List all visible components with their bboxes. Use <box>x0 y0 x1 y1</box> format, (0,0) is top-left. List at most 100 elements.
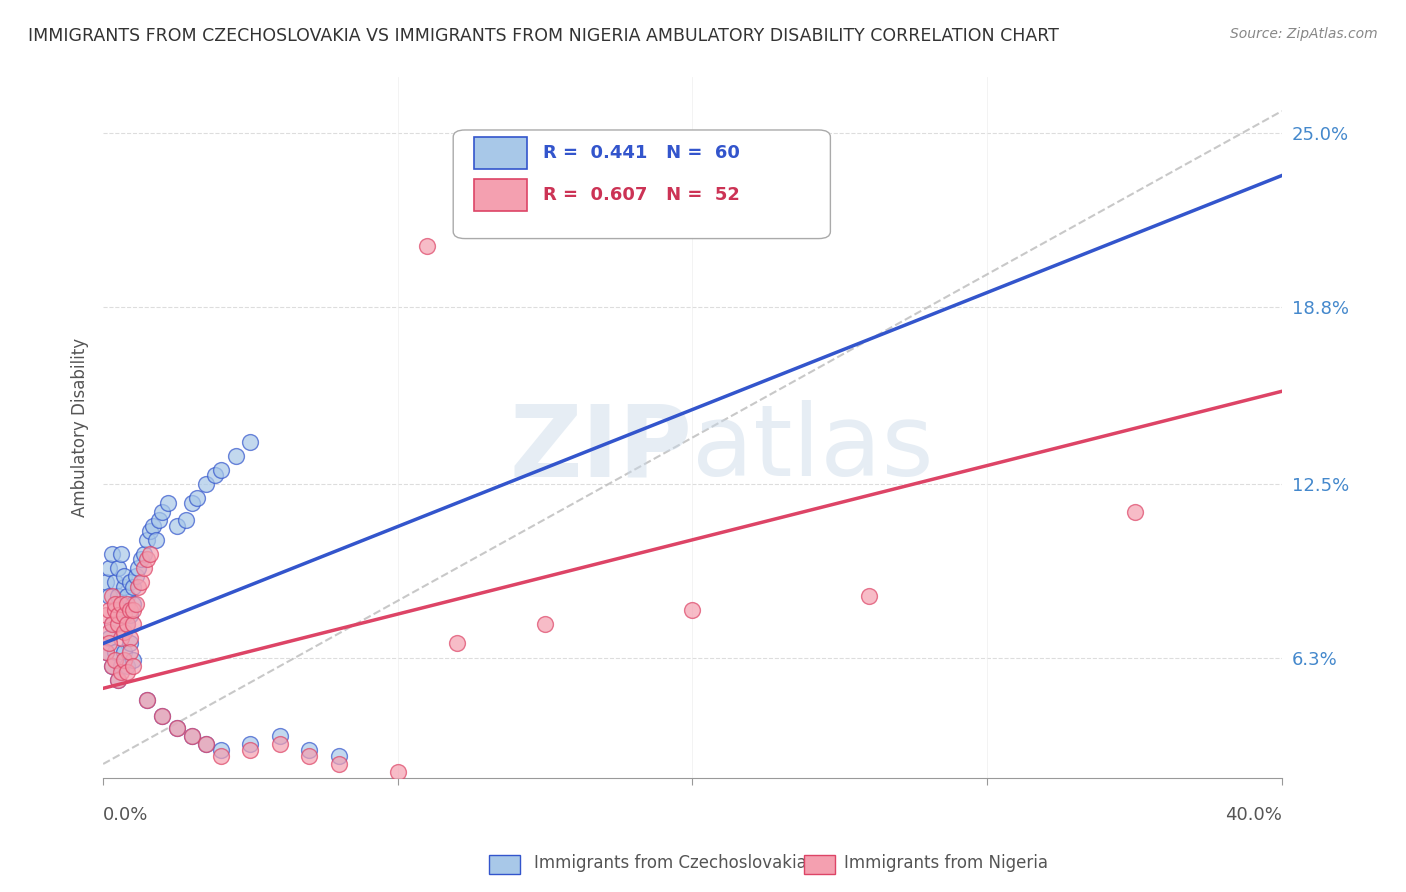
Point <box>186 491 208 505</box>
Bar <box>474 137 527 169</box>
Point <box>139 524 162 539</box>
Point <box>269 738 291 752</box>
Point <box>104 603 127 617</box>
Point <box>136 552 159 566</box>
Text: Immigrants from Czechoslovakia: Immigrants from Czechoslovakia <box>534 854 807 871</box>
Point <box>104 597 127 611</box>
Text: IMMIGRANTS FROM CZECHOSLOVAKIA VS IMMIGRANTS FROM NIGERIA AMBULATORY DISABILITY : IMMIGRANTS FROM CZECHOSLOVAKIA VS IMMIGR… <box>28 27 1059 45</box>
Point <box>416 238 439 252</box>
Point <box>107 608 129 623</box>
Point <box>94 574 117 589</box>
Point <box>98 589 121 603</box>
Text: R =  0.441   N =  60: R = 0.441 N = 60 <box>543 145 740 162</box>
Point <box>107 673 129 687</box>
Point <box>269 729 291 743</box>
Point <box>121 653 143 667</box>
Point <box>110 547 132 561</box>
Point <box>195 738 218 752</box>
Point <box>101 589 124 603</box>
Point <box>115 659 138 673</box>
Point <box>110 597 132 611</box>
Point <box>136 692 159 706</box>
Point <box>180 729 202 743</box>
Point <box>124 597 146 611</box>
Point <box>107 616 129 631</box>
Point <box>94 645 117 659</box>
Point <box>166 721 188 735</box>
Text: 40.0%: 40.0% <box>1225 806 1282 824</box>
Point <box>134 547 156 561</box>
Point <box>115 616 138 631</box>
Point <box>148 513 170 527</box>
Point <box>195 738 218 752</box>
Point <box>118 603 141 617</box>
Point <box>204 468 226 483</box>
Point <box>195 476 218 491</box>
Point <box>1123 505 1146 519</box>
Point <box>328 748 350 763</box>
Point <box>101 547 124 561</box>
Point <box>150 709 173 723</box>
Point <box>98 636 121 650</box>
Point <box>121 581 143 595</box>
Point <box>112 645 135 659</box>
Point <box>209 748 232 763</box>
Point <box>107 673 129 687</box>
Point <box>115 597 138 611</box>
Point <box>136 692 159 706</box>
Point <box>131 574 153 589</box>
FancyBboxPatch shape <box>453 130 831 238</box>
Point <box>110 659 132 673</box>
Text: ZIP: ZIP <box>509 401 693 497</box>
Text: R =  0.607   N =  52: R = 0.607 N = 52 <box>543 186 740 204</box>
Point <box>387 765 409 780</box>
Point <box>110 603 132 617</box>
Point <box>94 645 117 659</box>
Point <box>115 665 138 679</box>
Point <box>101 616 124 631</box>
Point <box>98 631 121 645</box>
Point <box>166 518 188 533</box>
Point <box>298 748 321 763</box>
Point <box>98 625 121 640</box>
Point <box>166 721 188 735</box>
Point <box>145 533 167 547</box>
Point <box>107 561 129 575</box>
Point <box>150 505 173 519</box>
Point <box>112 581 135 595</box>
Point <box>104 645 127 659</box>
Point <box>239 434 262 449</box>
Text: Source: ZipAtlas.com: Source: ZipAtlas.com <box>1230 27 1378 41</box>
Point <box>131 552 153 566</box>
Point <box>115 616 138 631</box>
Point <box>118 631 141 645</box>
Point <box>101 659 124 673</box>
Point <box>225 449 247 463</box>
Point <box>112 625 135 640</box>
Point <box>98 603 121 617</box>
Point <box>180 496 202 510</box>
Point <box>118 645 141 659</box>
Point <box>101 616 124 631</box>
Point <box>124 569 146 583</box>
Point <box>156 496 179 510</box>
Point <box>682 603 704 617</box>
Point <box>112 569 135 583</box>
Point <box>110 631 132 645</box>
Point <box>107 589 129 603</box>
Point <box>150 709 173 723</box>
Point <box>121 603 143 617</box>
Text: atlas: atlas <box>693 401 934 497</box>
Text: Immigrants from Nigeria: Immigrants from Nigeria <box>844 854 1047 871</box>
Point <box>134 561 156 575</box>
Point <box>118 574 141 589</box>
Point <box>209 463 232 477</box>
Point <box>118 608 141 623</box>
Point <box>127 561 149 575</box>
Point <box>104 574 127 589</box>
Text: 0.0%: 0.0% <box>103 806 149 824</box>
Point <box>110 665 132 679</box>
Point <box>209 743 232 757</box>
Point <box>121 659 143 673</box>
Point <box>139 547 162 561</box>
